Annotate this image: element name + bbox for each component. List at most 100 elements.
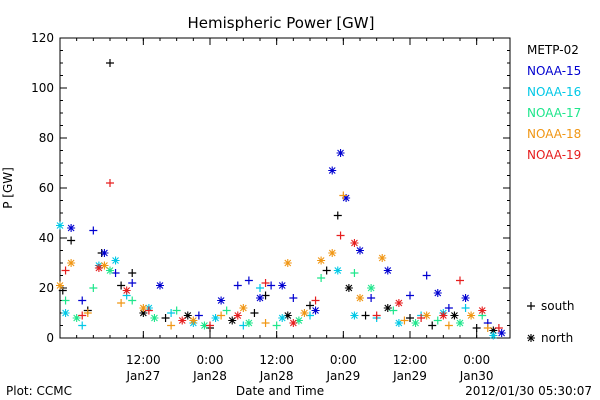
data-point-noaa-19: [456, 276, 464, 285]
data-point-noaa-19: [106, 179, 114, 187]
data-point-noaa-16: [111, 256, 120, 265]
marker-legend-north: north: [527, 331, 573, 345]
data-point-noaa-16: [394, 319, 403, 327]
x-tick-label-date: Jan28: [259, 369, 294, 383]
legend-item-noaa-17: NOAA-17: [527, 106, 581, 120]
data-point-noaa-17: [411, 319, 420, 327]
data-point-metp-02: [306, 301, 314, 310]
data-point-noaa-18: [339, 191, 348, 200]
y-axis-label: P [GW]: [1, 167, 15, 209]
data-point-metp-02: [106, 59, 114, 67]
x-tick-label-time: 12:00: [259, 353, 294, 367]
data-point-noaa-15: [233, 281, 242, 290]
data-point-metp-02: [117, 281, 126, 290]
data-point-noaa-18: [117, 299, 126, 307]
data-point-noaa-17: [272, 321, 281, 330]
data-point-noaa-17: [456, 319, 464, 327]
data-point-noaa-17: [61, 296, 70, 305]
data-point-noaa-18: [67, 259, 76, 267]
data-point-noaa-15: [433, 289, 442, 297]
data-point-metp-02: [428, 321, 437, 330]
data-point-noaa-15: [289, 294, 298, 302]
data-point-noaa-18: [83, 309, 92, 317]
data-point-noaa-18: [100, 261, 109, 270]
x-axis-label: Date and Time: [236, 384, 324, 398]
x-tick-label-date: Jan27: [125, 369, 160, 383]
data-point-noaa-16: [56, 221, 64, 230]
data-point-noaa-19: [478, 306, 487, 315]
data-point-noaa-18: [217, 311, 226, 320]
data-point-metp-02: [283, 311, 292, 320]
data-point-noaa-17: [150, 314, 159, 322]
x-tick-label-date: Jan29: [392, 369, 427, 383]
data-point-noaa-18: [328, 249, 337, 257]
x-tick-label-time: 12:00: [126, 353, 161, 367]
data-point-noaa-17: [367, 284, 376, 292]
data-point-metp-02: [128, 269, 137, 277]
series-legend: METP-02 NOAA-15 NOAA-16 NOAA-17 NOAA-18 NOAA-…: [527, 43, 581, 162]
data-point-noaa-19: [233, 311, 242, 320]
data-point-noaa-16: [61, 309, 70, 317]
y-tick-label: 80: [39, 131, 54, 145]
data-point-metp-02: [250, 309, 259, 317]
data-point-noaa-15: [328, 166, 337, 175]
data-point-noaa-18: [378, 254, 387, 262]
data-point-noaa-18: [283, 259, 292, 267]
data-point-noaa-19: [61, 266, 70, 275]
chart-title: Hemispheric Power [GW]: [188, 14, 375, 32]
marker-legend: south north: [527, 299, 575, 345]
data-point-noaa-15: [244, 276, 253, 285]
data-point-noaa-18: [261, 319, 270, 327]
x-tick-label-time: 0:00: [197, 353, 224, 367]
data-point-noaa-15: [278, 281, 287, 290]
data-point-noaa-15: [194, 311, 203, 320]
data-point-noaa-15: [217, 296, 226, 305]
x-axis: 12:00 Jan27 0:00 Jan28 12:00 Jan28 0:00 Jan29 12…: [59, 38, 511, 383]
data-point-noaa-18: [189, 316, 198, 325]
data-point-noaa-15: [100, 249, 109, 257]
data-point-noaa-17: [172, 306, 181, 315]
y-tick-label: 100: [31, 81, 54, 95]
data-point-noaa-17: [317, 274, 326, 282]
data-point-noaa-17: [294, 316, 303, 325]
data-point-noaa-19: [261, 279, 270, 287]
data-point-noaa-15: [356, 246, 364, 255]
data-point-noaa-19: [78, 311, 87, 320]
data-point-noaa-15: [311, 306, 320, 315]
data-point-noaa-18: [356, 294, 364, 302]
data-point-noaa-15: [342, 194, 351, 202]
data-point-metp-02: [344, 284, 353, 292]
data-point-noaa-18: [317, 256, 326, 265]
data-point-noaa-16: [256, 284, 264, 292]
data-point-noaa-17: [350, 269, 359, 277]
data-point-noaa-18: [467, 311, 476, 320]
data-point-noaa-18: [139, 304, 148, 312]
x-tick-label-time: 0:00: [330, 353, 357, 367]
data-point-noaa-19: [494, 324, 503, 332]
data-point-noaa-19: [289, 319, 298, 327]
data-point-metp-02: [322, 266, 331, 275]
data-point-noaa-17: [222, 306, 231, 315]
data-point-noaa-17: [433, 316, 442, 325]
data-point-noaa-19: [372, 311, 381, 320]
data-point-metp-02: [361, 311, 370, 320]
y-axis: 0 20 40 60 80 100 120: [31, 31, 510, 345]
data-point-noaa-18: [422, 311, 431, 320]
data-point-noaa-17: [128, 296, 137, 305]
data-point-noaa-15: [383, 266, 392, 275]
data-point-noaa-16: [211, 314, 220, 322]
data-point-noaa-15: [78, 296, 87, 305]
data-point-metp-02: [472, 324, 481, 332]
plot-credit: Plot: CCMC: [6, 384, 72, 398]
data-point-metp-02: [406, 314, 414, 322]
legend-item-noaa-16: NOAA-16: [527, 85, 581, 99]
data-point-noaa-18: [483, 324, 492, 332]
data-point-noaa-19: [350, 239, 359, 247]
marker-legend-south: south: [527, 299, 575, 313]
data-point-noaa-19: [144, 306, 153, 315]
data-point-noaa-18: [167, 321, 176, 330]
data-point-noaa-16: [333, 266, 342, 275]
data-point-noaa-15: [461, 294, 470, 302]
data-point-noaa-16: [489, 331, 498, 340]
